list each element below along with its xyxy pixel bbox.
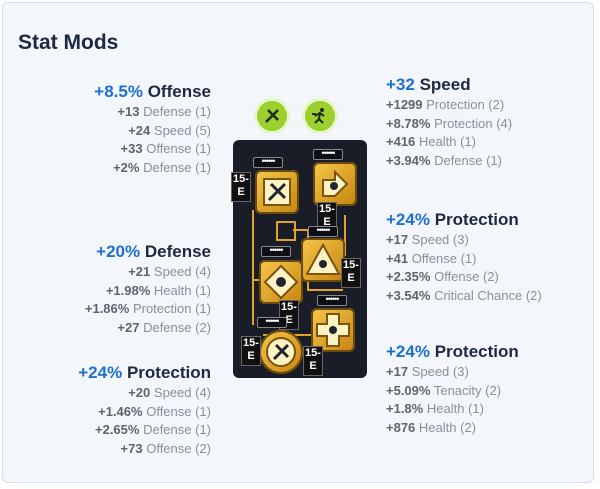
- mod-level-badge: 15- E: [303, 346, 323, 376]
- secondary-stat: +13 Defense (1): [117, 104, 211, 119]
- secondary-stat: +20 Speed (4): [128, 385, 211, 400]
- mod-slot-diamond[interactable]: [259, 260, 303, 304]
- secondary-stat: +416 Health (1): [386, 134, 476, 149]
- mod-slot-triangle[interactable]: [301, 238, 345, 282]
- mod-stats-top-left: +8.5% Offense +13 Defense (1) +24 Speed …: [94, 81, 211, 177]
- secondary-stat: +21 Speed (4): [128, 264, 211, 279]
- primary-stat: +24% Protection: [386, 342, 519, 361]
- secondary-stat: +2% Defense (1): [113, 159, 211, 175]
- primary-stat: +24% Protection: [386, 210, 519, 229]
- secondary-stat: +5.09% Tenacity (2): [386, 382, 502, 398]
- mod-slot-cross[interactable]: [311, 308, 355, 352]
- mod-stats-bottom-right: +24% Protection +17 Speed (3) +5.09% Ten…: [386, 341, 519, 437]
- secondary-stat: +17 Speed (3): [386, 232, 469, 247]
- secondary-stat: +33 Offense (1): [120, 141, 211, 156]
- mod-stats-mid-left: +20% Defense +21 Speed (4) +1.98% Health…: [85, 241, 211, 337]
- secondary-stat: +2.65% Defense (1): [95, 422, 211, 437]
- secondary-stat: +1.8% Health (1): [386, 401, 484, 416]
- mod-level-badge: 15- E: [241, 336, 261, 366]
- mod-level-badge: 15- E: [317, 202, 337, 232]
- mod-stats-mid-right: +24% Protection +17 Speed (3) +41 Offens…: [386, 209, 542, 305]
- secondary-stat: +2.35% Offense (2): [386, 269, 499, 284]
- mod-pips: ••••••: [317, 295, 347, 306]
- primary-stat: +24% Protection: [78, 363, 211, 382]
- mod-pips: ••••••: [261, 246, 291, 257]
- primary-stat: +20% Defense: [96, 242, 211, 261]
- secondary-stat: +3.94% Defense (1): [386, 152, 502, 168]
- mod-stats-top-right: +32 Speed +1299 Protection (2) +8.78% Pr…: [386, 74, 512, 170]
- mod-level-badge: 15- E: [341, 258, 361, 288]
- primary-stat: +8.5% Offense: [94, 82, 211, 101]
- mod-slot-circle[interactable]: [259, 330, 303, 374]
- secondary-stat: +41 Offense (1): [386, 250, 477, 266]
- speed-set-icon: [305, 101, 335, 131]
- secondary-stat: +1299 Protection (2): [386, 97, 505, 112]
- primary-stat: +32 Speed: [386, 75, 471, 94]
- secondary-stat: +1.46% Offense (1): [98, 403, 211, 419]
- mod-pips: ••••••: [253, 157, 283, 168]
- mod-level-badge: 15- E: [231, 172, 251, 202]
- secondary-stat: +24 Speed (5): [128, 122, 211, 138]
- secondary-stat: +17 Speed (3): [386, 364, 469, 379]
- secondary-stat: +8.78% Protection (4): [386, 115, 513, 131]
- secondary-stat: +27 Defense (2): [117, 319, 211, 335]
- secondary-stat: +1.86% Protection (1): [84, 301, 211, 316]
- crit-set-icon: [257, 101, 287, 131]
- mod-stats-bottom-left: +24% Protection +20 Speed (4) +1.46% Off…: [78, 362, 211, 458]
- mod-slot-arrow[interactable]: [313, 162, 357, 206]
- mod-pips: ••••••: [257, 317, 287, 328]
- panel-title: Stat Mods: [18, 31, 119, 54]
- secondary-stat: +73 Offense (2): [120, 440, 211, 456]
- secondary-stat: +876 Health (2): [386, 419, 476, 435]
- mod-pips: ••••••: [313, 149, 343, 160]
- mod-slot-square[interactable]: [255, 170, 299, 214]
- secondary-stat: +3.54% Critical Chance (2): [386, 287, 542, 303]
- mod-board: 15- E 15- E 15- E 15- E 15- E 15- E ••••…: [231, 140, 367, 378]
- secondary-stat: +1.98% Health (1): [105, 282, 211, 298]
- mod-pips: ••••••: [308, 226, 338, 237]
